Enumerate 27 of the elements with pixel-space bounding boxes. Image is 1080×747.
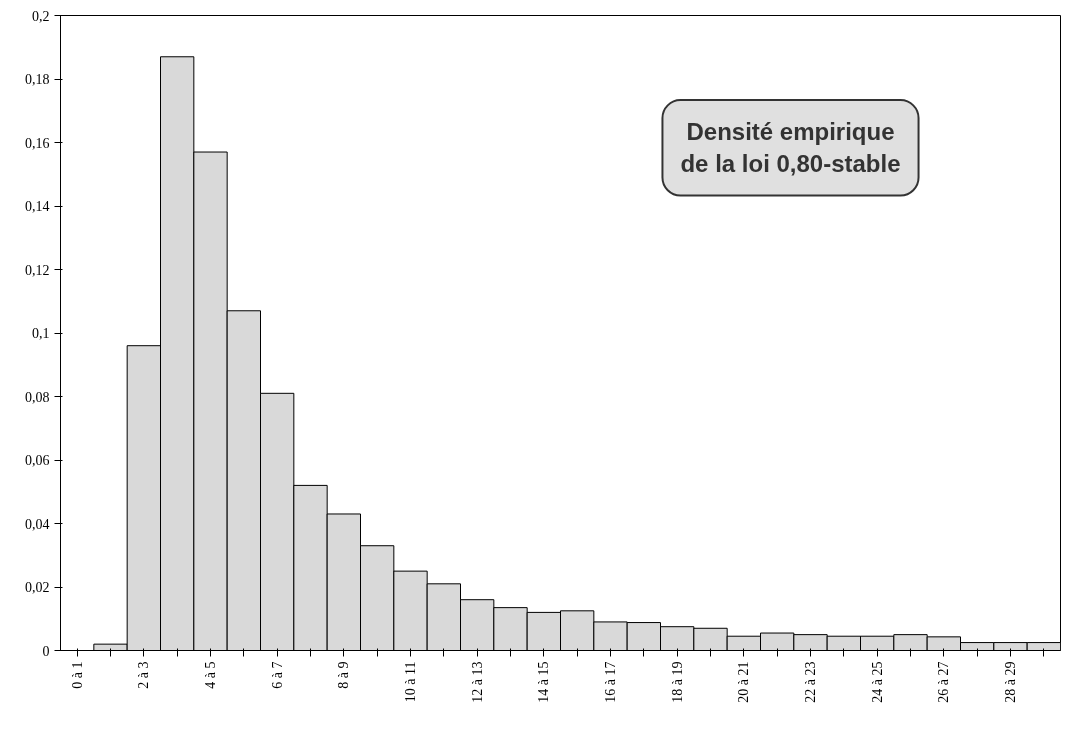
y-tick-label: 0,2 (32, 8, 50, 24)
y-tick-label: 0,16 (25, 135, 50, 151)
x-tick-label: 20 à 21 (736, 661, 752, 703)
x-tick-label: 0 à 1 (69, 661, 85, 689)
y-tick-label: 0,12 (25, 262, 50, 278)
x-tick-label: 12 à 13 (469, 661, 485, 703)
x-tick-label: 16 à 17 (603, 661, 618, 703)
x-tick-label: 6 à 7 (269, 661, 285, 689)
y-tick-label: 0,02 (25, 580, 50, 595)
annotation: Densité empirique de la loi 0,80-stable (680, 118, 901, 178)
x-tick-label: 14 à 15 (536, 661, 552, 703)
x-tick-label: 22 à 23 (803, 661, 818, 703)
y-tick-label: 0,04 (25, 516, 50, 532)
x-tick-label: 28 à 29 (1003, 661, 1018, 703)
x-tick-label: 10 à 11 (403, 661, 418, 703)
y-tick-label: 0,18 (25, 72, 50, 87)
x-tick-label: 26 à 27 (936, 661, 952, 703)
y-tick-label: 0 (42, 643, 50, 659)
y-tick-label: 0,06 (25, 453, 50, 468)
y-tick-label: 0,08 (25, 389, 50, 405)
y-tick-label: 0,1 (32, 326, 50, 341)
x-tick-label: 2 à 3 (136, 661, 152, 689)
x-tick-label: 8 à 9 (336, 661, 352, 689)
x-tick-label: 4 à 5 (203, 661, 218, 689)
x-tick-label: 24 à 25 (869, 661, 885, 703)
x-tick-label: 18 à 19 (669, 661, 685, 703)
y-tick-label: 0,14 (25, 199, 50, 214)
